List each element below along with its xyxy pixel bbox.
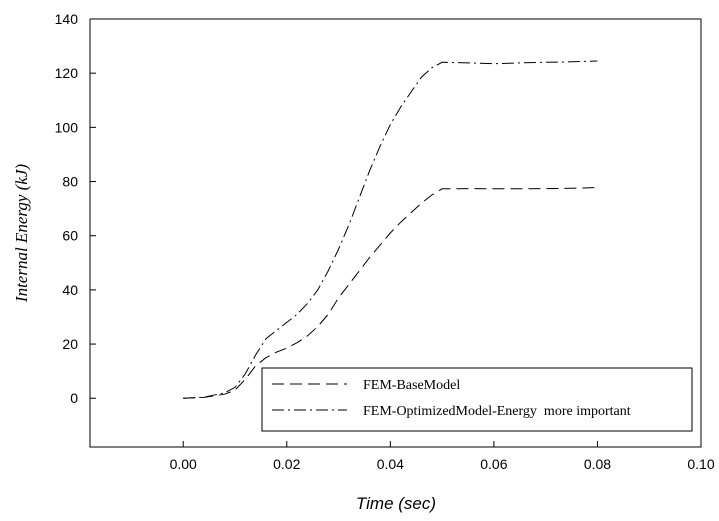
x-tick-label: 0.10 xyxy=(687,456,714,472)
y-axis-label: Internal Energy (kJ) xyxy=(12,164,31,303)
series-line-optimized xyxy=(183,60,598,399)
x-tick-label: 0.00 xyxy=(170,456,197,472)
x-tick-label: 0.02 xyxy=(273,456,300,472)
y-tick-label: 100 xyxy=(55,119,79,135)
x-tick-label: 0.06 xyxy=(480,456,507,472)
legend-label-base: FEM-BaseModel xyxy=(363,378,460,393)
x-axis-ticks: 0.00 0.02 0.04 0.06 0.08 0.10 xyxy=(170,441,715,472)
x-axis-label: Time (sec) xyxy=(356,494,436,513)
series-line-base xyxy=(183,187,598,399)
x-tick-label: 0.08 xyxy=(584,456,611,472)
legend: FEM-BaseModel FEM-OptimizedModel-Energy … xyxy=(261,367,693,432)
y-tick-label: 40 xyxy=(62,282,78,298)
y-tick-label: 20 xyxy=(62,336,78,352)
plot-frame xyxy=(89,18,702,448)
legend-box xyxy=(261,367,693,432)
y-axis-ticks: 0 20 40 60 80 100 120 140 xyxy=(55,11,96,406)
y-tick-label: 0 xyxy=(70,390,78,406)
y-tick-label: 60 xyxy=(62,228,78,244)
x-tick-label: 0.04 xyxy=(377,456,404,472)
y-tick-label: 120 xyxy=(55,65,79,81)
legend-label-optimized: FEM-OptimizedModel-Energy more important xyxy=(363,404,631,419)
series-layer xyxy=(183,60,598,399)
y-tick-label: 140 xyxy=(55,11,79,27)
y-tick-label: 80 xyxy=(62,174,78,190)
